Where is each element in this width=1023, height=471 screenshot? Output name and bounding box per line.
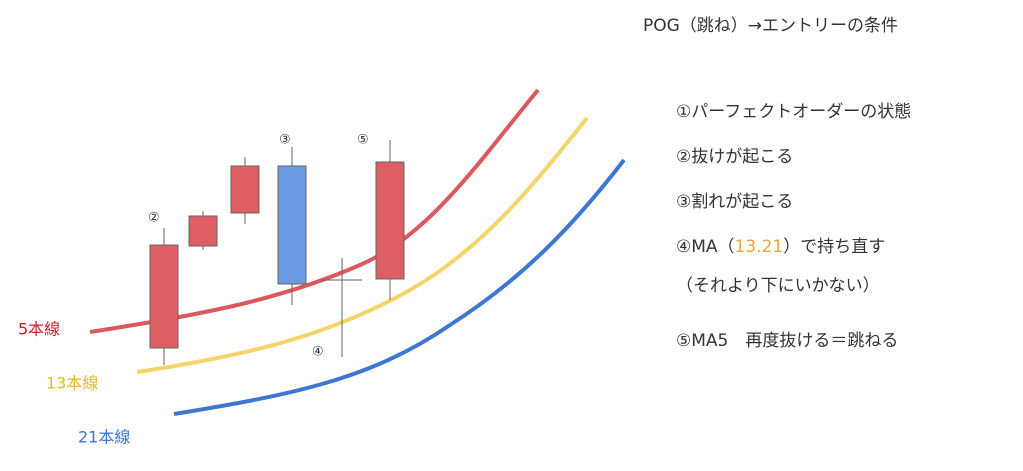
ma-label: 21本線 xyxy=(78,428,130,447)
ma-label: 5本線 xyxy=(18,320,60,339)
condition-part: ④MA（ xyxy=(676,237,735,257)
ma5-line xyxy=(89,88,540,334)
ma13-line xyxy=(136,116,589,374)
condition: ①パーフェクトオーダーの状態 xyxy=(676,102,911,122)
condition-part: ）で持ち直す xyxy=(783,237,885,257)
ma-label: 13本線 xyxy=(46,374,98,393)
candle-marker: ④ xyxy=(312,345,324,360)
condition-highlight: 13.21 xyxy=(735,237,784,257)
condition: ⑤MA5 再度抜ける＝跳ねる xyxy=(676,331,898,351)
condition: ④MA（13.21）で持ち直す xyxy=(676,237,885,257)
candle-marker: ⑤ xyxy=(357,133,369,148)
candle-marker: ② xyxy=(148,211,160,226)
title: POG（跳ね）→エントリーの条件 xyxy=(643,16,898,36)
ma21-line xyxy=(173,158,626,416)
candles xyxy=(149,140,405,365)
condition: ②抜けが起こる xyxy=(676,147,793,167)
condition: ③割れが起こる xyxy=(676,192,793,212)
condition-note: （それより下にいかない） xyxy=(676,276,880,296)
candle-marker: ③ xyxy=(279,133,291,148)
